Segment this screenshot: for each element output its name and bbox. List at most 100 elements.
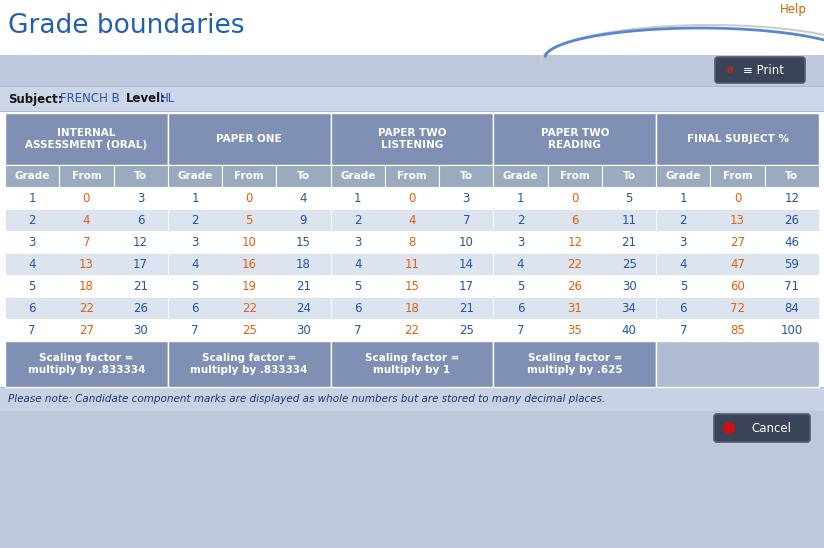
Text: 7: 7 — [82, 236, 90, 248]
Text: 17: 17 — [459, 279, 474, 293]
Text: 4: 4 — [408, 214, 416, 226]
Bar — [168, 113, 330, 165]
Text: 11: 11 — [405, 258, 419, 271]
Bar — [494, 253, 656, 275]
Bar — [656, 253, 819, 275]
Text: From: From — [723, 171, 752, 181]
Text: 22: 22 — [567, 258, 583, 271]
FancyBboxPatch shape — [715, 57, 805, 83]
Text: From: From — [560, 171, 590, 181]
Text: Help: Help — [780, 3, 807, 16]
Bar — [330, 231, 494, 253]
Text: 22: 22 — [79, 301, 94, 315]
Text: Scaling factor =
multiply by .625: Scaling factor = multiply by .625 — [527, 353, 623, 375]
Text: 3: 3 — [191, 236, 199, 248]
Text: 22: 22 — [241, 301, 257, 315]
Text: 5: 5 — [517, 279, 524, 293]
Text: 12: 12 — [567, 236, 583, 248]
Bar — [602, 165, 656, 187]
Text: 7: 7 — [462, 214, 470, 226]
Text: 6: 6 — [571, 214, 578, 226]
Text: 22: 22 — [405, 323, 419, 336]
Bar — [494, 113, 656, 165]
Bar — [5, 319, 168, 341]
Text: Subject:: Subject: — [8, 93, 63, 106]
Bar — [59, 165, 114, 187]
Text: 60: 60 — [730, 279, 745, 293]
Text: 46: 46 — [784, 236, 799, 248]
Bar — [168, 209, 330, 231]
Bar — [168, 319, 330, 341]
Bar — [494, 341, 656, 387]
Text: 10: 10 — [459, 236, 474, 248]
Text: 3: 3 — [462, 191, 470, 204]
Bar — [0, 387, 824, 388]
Text: From: From — [397, 171, 427, 181]
Text: 5: 5 — [625, 191, 633, 204]
Text: 13: 13 — [730, 214, 745, 226]
Bar — [168, 231, 330, 253]
Text: 35: 35 — [568, 323, 583, 336]
Text: 0: 0 — [571, 191, 578, 204]
Text: 21: 21 — [621, 236, 637, 248]
Bar — [494, 275, 656, 297]
Bar — [656, 209, 819, 231]
Text: 30: 30 — [621, 279, 636, 293]
Text: 3: 3 — [680, 236, 687, 248]
Text: 0: 0 — [409, 191, 415, 204]
Text: 16: 16 — [241, 258, 257, 271]
Bar — [5, 209, 168, 231]
Text: 27: 27 — [79, 323, 94, 336]
Bar — [765, 165, 819, 187]
Text: 14: 14 — [459, 258, 474, 271]
Bar — [5, 187, 168, 209]
Bar — [0, 111, 824, 112]
Text: 4: 4 — [82, 214, 90, 226]
Text: 3: 3 — [354, 236, 362, 248]
Bar — [494, 209, 656, 231]
Text: 15: 15 — [296, 236, 311, 248]
Bar — [494, 297, 656, 319]
Text: 1: 1 — [28, 191, 36, 204]
Text: 18: 18 — [79, 279, 94, 293]
Bar — [656, 231, 819, 253]
Bar — [330, 275, 494, 297]
Bar — [5, 231, 168, 253]
Text: 4: 4 — [680, 258, 687, 271]
Text: PAPER ONE: PAPER ONE — [217, 134, 282, 144]
Text: 47: 47 — [730, 258, 745, 271]
Text: 26: 26 — [784, 214, 799, 226]
Bar — [330, 341, 494, 387]
Bar — [168, 297, 330, 319]
Text: 2: 2 — [191, 214, 199, 226]
Text: 5: 5 — [680, 279, 687, 293]
Text: 85: 85 — [730, 323, 745, 336]
Bar — [5, 275, 168, 297]
Bar — [330, 297, 494, 319]
Text: 25: 25 — [621, 258, 636, 271]
Text: 30: 30 — [296, 323, 311, 336]
Text: To: To — [134, 171, 147, 181]
Text: 8: 8 — [409, 236, 415, 248]
Text: 72: 72 — [730, 301, 745, 315]
Text: 26: 26 — [567, 279, 583, 293]
Text: 6: 6 — [517, 301, 524, 315]
Text: 40: 40 — [621, 323, 636, 336]
Text: 71: 71 — [784, 279, 799, 293]
Text: 12: 12 — [133, 236, 148, 248]
Text: 3: 3 — [517, 236, 524, 248]
Bar — [0, 86, 824, 87]
Bar — [0, 411, 824, 548]
Bar — [5, 297, 168, 319]
Text: 19: 19 — [241, 279, 257, 293]
Bar — [330, 165, 385, 187]
Text: ≡ Print: ≡ Print — [743, 64, 784, 77]
Text: 1: 1 — [191, 191, 199, 204]
Text: 2: 2 — [680, 214, 687, 226]
Bar — [656, 187, 819, 209]
Text: 30: 30 — [133, 323, 148, 336]
FancyBboxPatch shape — [714, 414, 810, 442]
Bar — [168, 253, 330, 275]
Text: Level:: Level: — [126, 93, 166, 106]
Bar — [656, 341, 819, 387]
